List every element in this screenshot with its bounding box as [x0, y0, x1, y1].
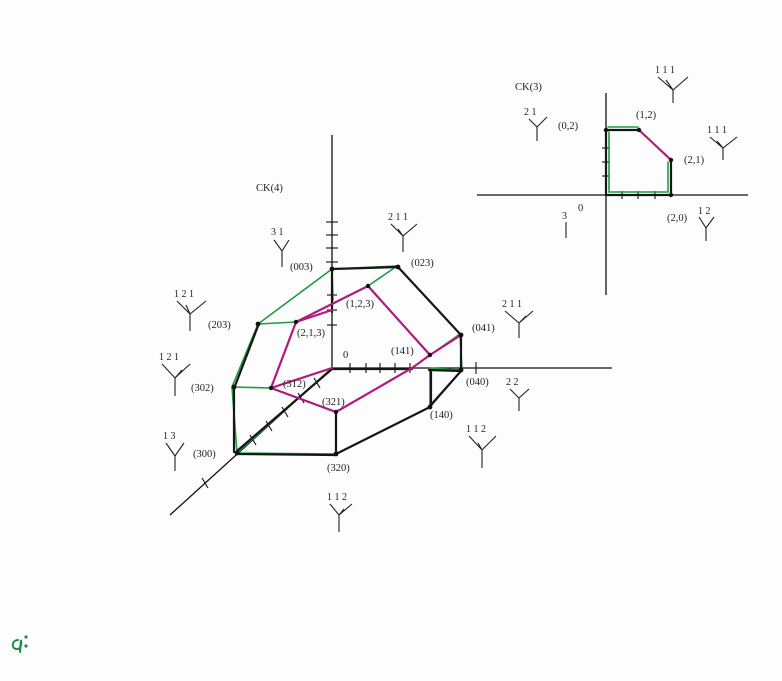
- ck4-label-321: (321): [322, 397, 345, 408]
- svg-text:2 1: 2 1: [524, 107, 537, 118]
- ck3-label-12: (1,2): [636, 110, 657, 121]
- ck3-title: CK(3): [515, 82, 542, 93]
- ck4-label-141: (141): [391, 346, 414, 357]
- ck3-tree-12: 1 1 1: [655, 65, 689, 103]
- ck3-polygon: [603, 126, 674, 198]
- ck4-label-023: (023): [411, 258, 434, 269]
- ck3-tree-0: 3: [562, 211, 567, 238]
- ck4-label-140: (140): [430, 410, 453, 421]
- svg-text:3 1: 3 1: [271, 227, 284, 238]
- ck3-tree-20: 1 2: [698, 206, 715, 241]
- svg-text:1 2 1: 1 2 1: [159, 352, 179, 363]
- ck4-label-300: (300): [193, 449, 216, 460]
- ck3-diagram: CK(3) 0 (0,2) (1,2) (2,1) (2,0): [477, 65, 748, 295]
- ck4-label-320: (320): [327, 463, 350, 474]
- ck4-label-312: (312): [283, 379, 306, 390]
- ck3-tree-02: 2 1: [524, 107, 548, 141]
- ck3-label-02: (0,2): [558, 121, 579, 132]
- ck4-tree-023: 2 1 1: [388, 212, 418, 252]
- ck4-label-213: (2,1,3): [297, 328, 325, 339]
- ck4-diagram: CK(4) 0: [159, 135, 612, 532]
- svg-text:1 2: 1 2: [698, 206, 711, 217]
- svg-text:2 1 1: 2 1 1: [502, 299, 522, 310]
- ck3-label-21: (2,1): [684, 155, 705, 166]
- ck3-tree-21: 1 1 1: [707, 125, 738, 160]
- ck4-label-041: (041): [472, 323, 495, 334]
- ck4-label-040: (040): [466, 377, 489, 388]
- ck4-tree-003: 3 1: [271, 227, 290, 267]
- ck4-tree-302: 1 2 1: [159, 352, 191, 396]
- ck4-origin-label: 0: [343, 350, 348, 361]
- svg-text:2 2: 2 2: [506, 377, 519, 388]
- ck3-origin-label: 0: [578, 203, 583, 214]
- ck4-tree-041: 2 1 1: [502, 299, 534, 338]
- svg-text:1 2 1: 1 2 1: [174, 289, 194, 300]
- ck4-tree-140: 1 1 2: [466, 424, 497, 468]
- ck4-polytope: [231, 264, 464, 457]
- ck4-tree-320: 1 1 2: [327, 492, 353, 532]
- ck4-label-123: (1,2,3): [346, 299, 374, 310]
- ck4-label-203: (203): [208, 320, 231, 331]
- ck4-title: CK(4): [256, 183, 283, 194]
- svg-text:1 1 2: 1 1 2: [466, 424, 486, 435]
- ck3-label-20: (2,0): [667, 213, 688, 224]
- ck4-tree-040: 2 2: [506, 377, 530, 411]
- svg-text:1 1 2: 1 1 2: [327, 492, 347, 503]
- ck4-label-302: (302): [191, 383, 214, 394]
- ck4-label-003: (003): [290, 262, 313, 273]
- svg-text:2 1 1: 2 1 1: [388, 212, 408, 223]
- ck4-tree-203: 1 2 1: [174, 289, 207, 331]
- svg-text:3: 3: [562, 211, 567, 222]
- svg-text:1 3: 1 3: [163, 431, 176, 442]
- svg-text:1 1 1: 1 1 1: [655, 65, 675, 76]
- ck4-ticks: [201, 221, 477, 489]
- svg-text:1 1 1: 1 1 1: [707, 125, 727, 136]
- ck4-tree-300: 1 3: [163, 431, 185, 471]
- corner-mark: q:: [11, 635, 28, 653]
